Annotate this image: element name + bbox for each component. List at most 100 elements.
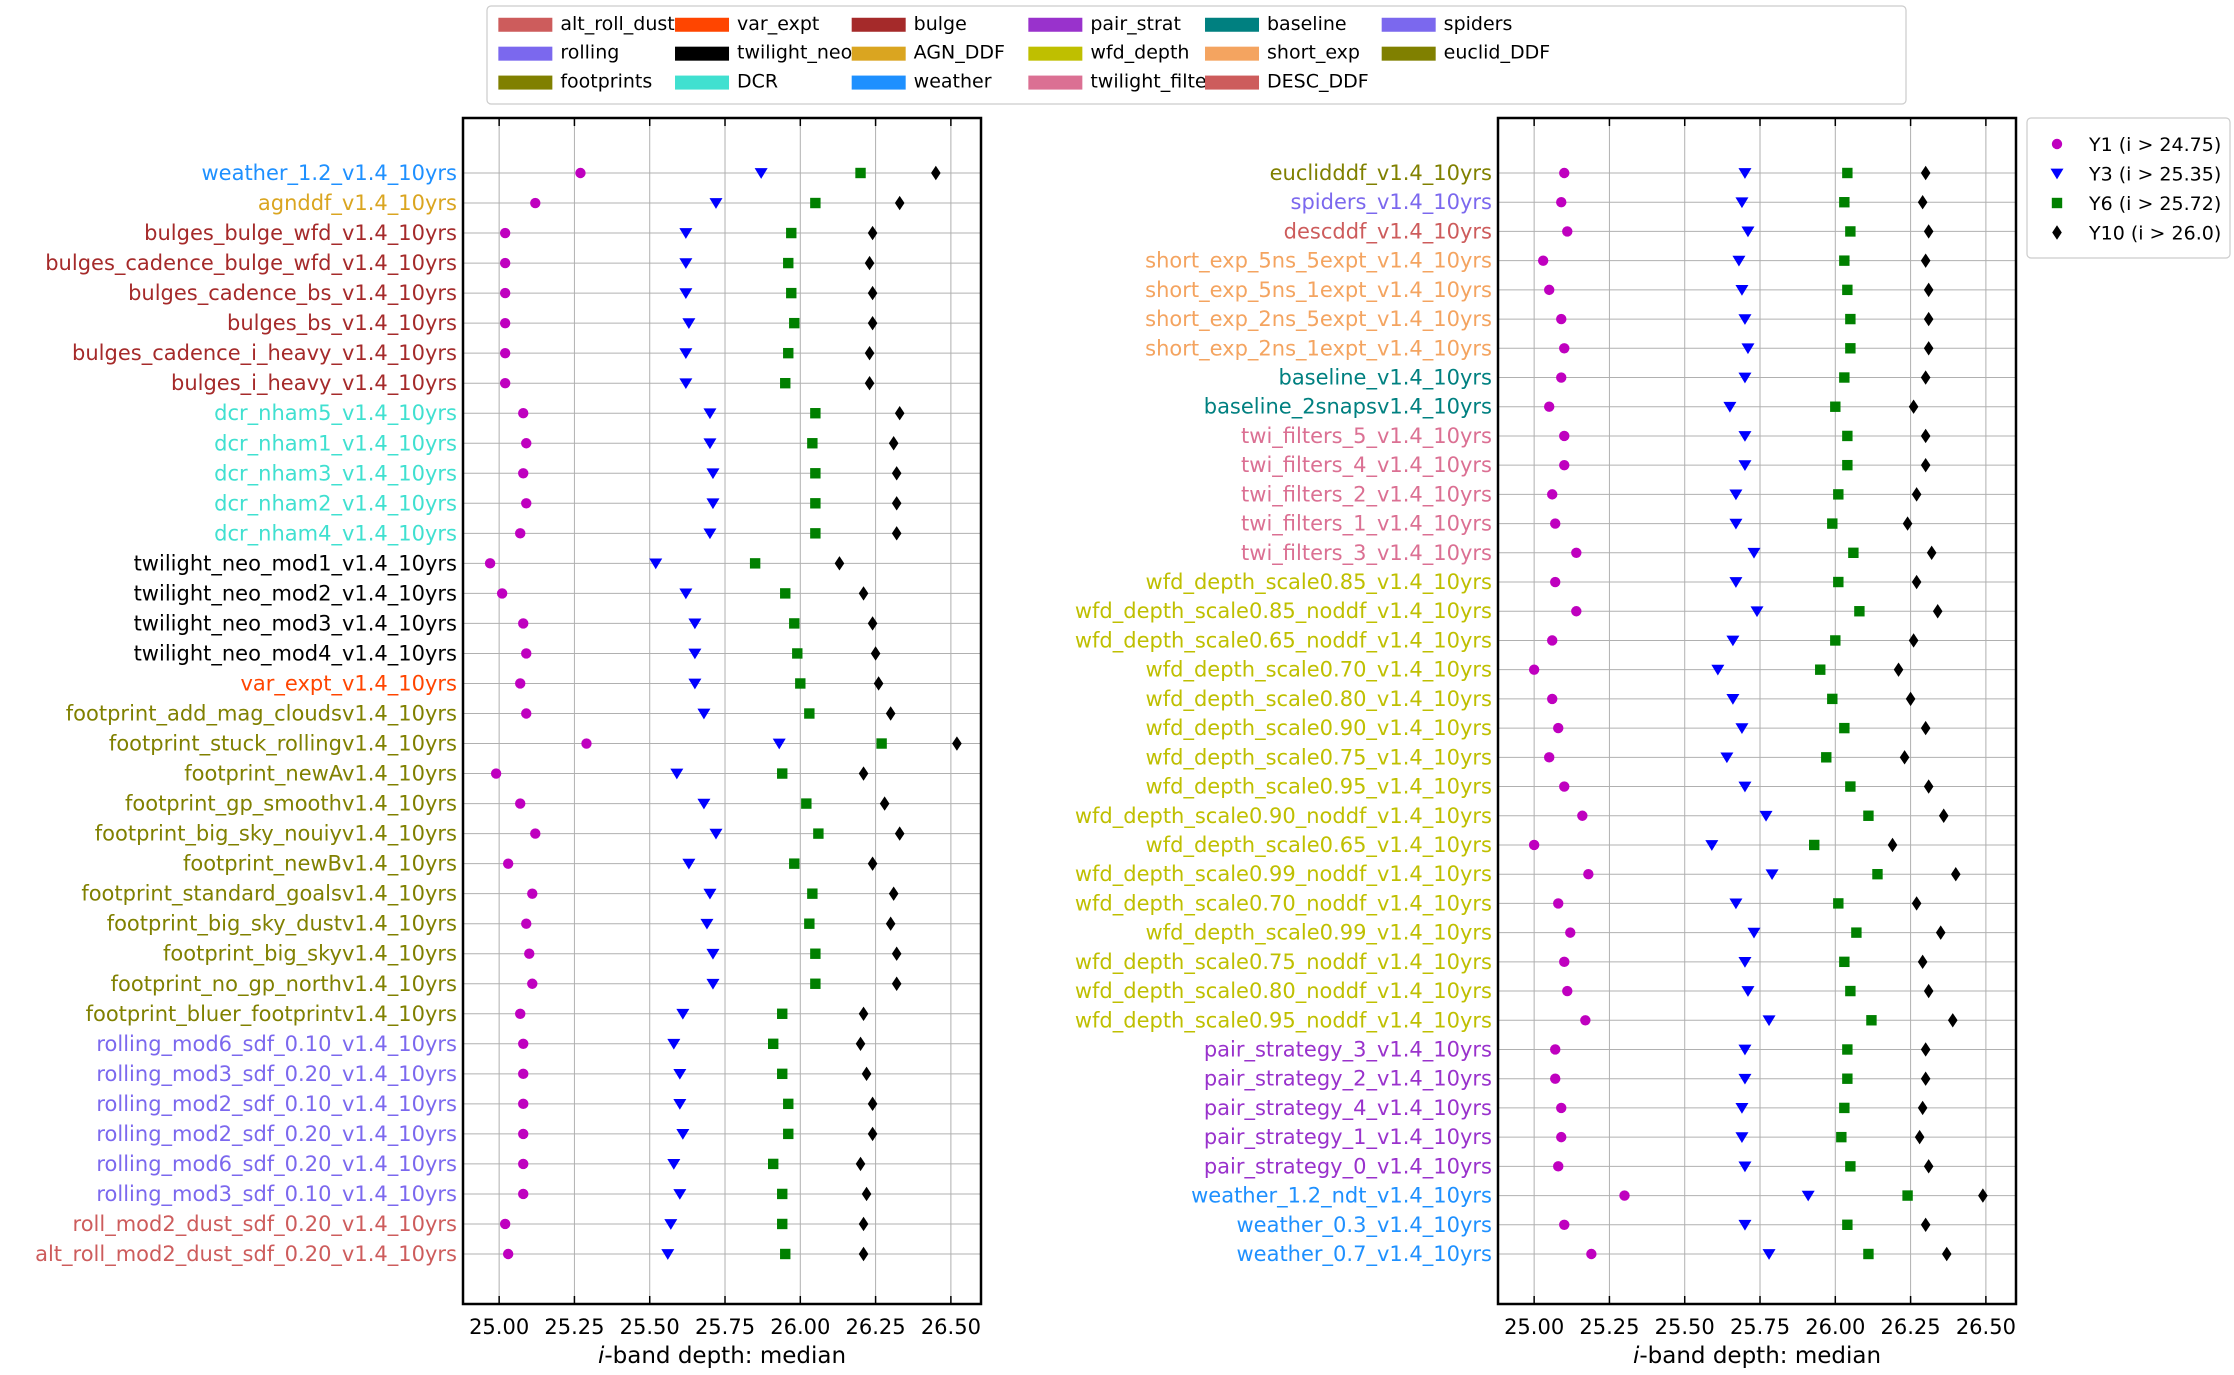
- point-diamond: [891, 526, 902, 541]
- point-circle: [499, 227, 511, 239]
- point-circle: [518, 468, 529, 479]
- point-square: [1845, 985, 1856, 997]
- category-legend-entry: DESC_DDF: [1205, 71, 1369, 93]
- point-circle: [521, 708, 532, 719]
- row-label: footprint_big_sky_dustv1.4_10yrs: [107, 912, 457, 937]
- panel-grid: [463, 118, 981, 1304]
- point-triangle-down: [1732, 255, 1746, 267]
- x-tick-label: 26.00: [770, 1315, 830, 1339]
- point-circle: [1562, 985, 1573, 997]
- point-diamond: [931, 165, 941, 181]
- point-square: [789, 317, 800, 329]
- point-diamond: [894, 195, 905, 211]
- point-circle: [515, 528, 526, 539]
- point-square: [810, 978, 821, 989]
- point-square: [1839, 722, 1850, 734]
- point-triangle-down: [1747, 547, 1761, 559]
- point-square: [1815, 664, 1826, 675]
- point-diamond: [891, 496, 902, 511]
- category-legend-entry: baseline: [1205, 13, 1347, 35]
- point-diamond: [1893, 662, 1904, 677]
- row-label: footprint_add_mag_cloudsv1.4_10yrs: [66, 702, 457, 727]
- point-square: [777, 1188, 788, 1200]
- row-label: weather_0.3_v1.4_10yrs: [1236, 1213, 1492, 1238]
- point-circle: [515, 678, 526, 689]
- category-label: DESC_DDF: [1267, 71, 1369, 93]
- point-triangle-down: [679, 258, 693, 269]
- point-triangle-down: [1738, 372, 1752, 384]
- point-triangle-down: [1750, 606, 1764, 618]
- x-tick-label: 25.00: [1504, 1315, 1564, 1339]
- point-triangle-down: [1738, 781, 1752, 793]
- point-diamond: [885, 706, 896, 721]
- point-circle: [1583, 868, 1594, 880]
- series-legend: Y1 (i > 24.75) Y3 (i > 25.35) Y6 (i > 25.7…: [2026, 117, 2231, 259]
- point-diamond: [873, 676, 884, 691]
- x-axis-label: i-band depth: median: [598, 1343, 846, 1369]
- point-diamond: [1920, 428, 1931, 444]
- row-label: wfd_depth_scale0.80_noddf_v1.4_10yrs: [1075, 979, 1492, 1004]
- point-square: [810, 498, 821, 509]
- row-label: short_exp_5ns_1expt_v1.4_10yrs: [1145, 278, 1492, 303]
- point-triangle-down: [679, 588, 693, 600]
- point-square: [777, 1218, 788, 1230]
- series-legend-entry: Y6 (i > 25.72): [2051, 193, 2221, 215]
- point-square: [1845, 781, 1856, 792]
- point-square: [1836, 1131, 1847, 1143]
- row-label: short_exp_2ns_5expt_v1.4_10yrs: [1145, 307, 1492, 332]
- series-label: Y3 (i > 25.35): [2088, 164, 2221, 186]
- point-square: [795, 678, 806, 689]
- point-triangle-down: [649, 558, 663, 570]
- point-diamond: [1935, 925, 1946, 940]
- row-label: wfd_depth_scale0.65_v1.4_10yrs: [1146, 833, 1492, 858]
- point-diamond: [864, 375, 875, 391]
- point-circle: [1580, 1015, 1591, 1026]
- point-triangle-down: [688, 648, 702, 660]
- point-triangle-down: [1735, 1132, 1749, 1143]
- category-label: DCR: [737, 71, 778, 93]
- point-diamond: [891, 976, 902, 991]
- point-square: [1848, 547, 1859, 559]
- row-label: footprint_gp_smoothv1.4_10yrs: [125, 792, 457, 817]
- row-label: twi_filters_5_v1.4_10yrs: [1241, 424, 1492, 449]
- category-swatch: [1381, 17, 1436, 32]
- point-circle: [1619, 1190, 1630, 1201]
- row-label: wfd_depth_scale0.95_v1.4_10yrs: [1146, 775, 1492, 800]
- point-square: [783, 347, 794, 359]
- category-legend-entry: DCR: [675, 71, 778, 93]
- point-diamond: [1923, 779, 1934, 794]
- category-label: baseline: [1267, 13, 1347, 35]
- point-square: [1833, 576, 1844, 588]
- point-diamond: [858, 1246, 869, 1262]
- point-diamond: [1923, 983, 1934, 999]
- point-circle: [1553, 722, 1564, 734]
- point-circle: [1553, 1161, 1564, 1172]
- point-diamond: [858, 766, 869, 781]
- point-triangle-down: [1765, 869, 1779, 881]
- category-legend-entry: AGN_DDF: [851, 42, 1005, 64]
- row-label: wfd_depth_scale0.75_v1.4_10yrs: [1146, 745, 1492, 770]
- point-diamond: [1908, 633, 1919, 648]
- point-diamond: [1947, 1013, 1958, 1028]
- point-circle: [521, 648, 532, 659]
- point-triangle-down: [679, 228, 693, 239]
- row-label: wfd_depth_scale0.85_noddf_v1.4_10yrs: [1075, 599, 1492, 624]
- series-marker-diamond: [2052, 225, 2062, 240]
- point-circle: [1528, 839, 1540, 851]
- point-square: [1839, 197, 1850, 208]
- point-circle: [521, 438, 532, 449]
- point-diamond: [891, 466, 902, 481]
- point-circle: [1547, 635, 1558, 646]
- row-label: bulges_i_heavy_v1.4_10yrs: [171, 371, 457, 396]
- point-triangle-down: [700, 918, 714, 930]
- category-legend-entry: rolling: [498, 42, 619, 64]
- category-label: bulge: [914, 13, 967, 35]
- row-label: pair_strategy_0_v1.4_10yrs: [1204, 1154, 1492, 1179]
- point-triangle-down: [1729, 577, 1743, 588]
- category-legend-entry: weather: [851, 71, 992, 93]
- point-circle: [518, 1038, 529, 1050]
- category-label: short_exp: [1267, 42, 1360, 64]
- point-triangle-down: [673, 1068, 687, 1080]
